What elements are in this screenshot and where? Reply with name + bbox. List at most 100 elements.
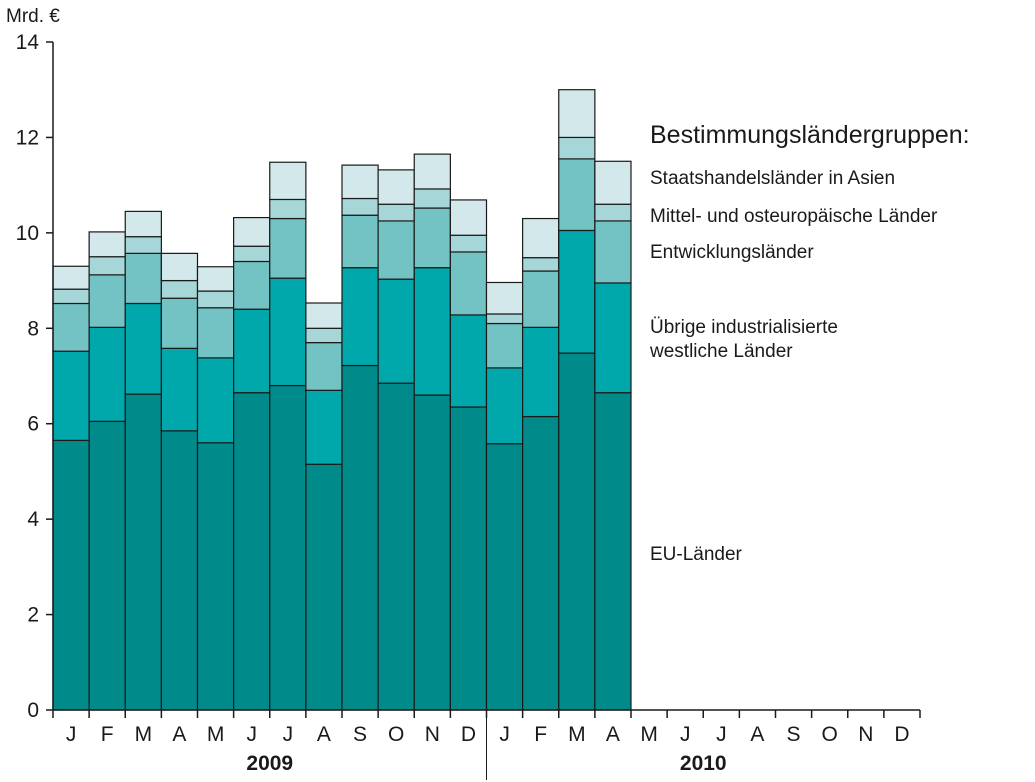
bar-segment [269, 198, 307, 220]
bar-segment [124, 236, 162, 254]
bar-segment [377, 203, 415, 222]
bar-segment [449, 234, 488, 253]
x-tick-label: S [787, 723, 801, 746]
bar-segment [160, 347, 199, 432]
bar-segment [594, 160, 632, 205]
bar-segment [485, 443, 524, 711]
bar-segment [196, 266, 235, 292]
bar-segment [88, 231, 126, 258]
bar-segment [449, 314, 488, 408]
bar-segment [305, 463, 343, 711]
bar-segment [160, 297, 199, 349]
bar-segment [377, 169, 415, 205]
bar-segment [52, 265, 90, 290]
legend-entry: EU-Länder [650, 544, 743, 565]
bar-segment [196, 290, 235, 309]
x-tick-label: D [894, 723, 909, 746]
bar-segment [522, 270, 560, 328]
bar-segment [52, 350, 90, 442]
bar-segment [88, 256, 126, 276]
bar-segment [341, 197, 379, 216]
x-tick-label: O [388, 723, 404, 746]
bar-segment [558, 89, 596, 139]
bar-segment [377, 220, 415, 280]
bar-segment [558, 136, 596, 160]
y-tick-label: 6 [27, 413, 39, 436]
bar-segment [124, 252, 162, 305]
x-tick-label: J [716, 723, 727, 746]
legend-entry: Übrige industrialisierte [650, 317, 838, 338]
bar-segment [522, 326, 560, 418]
y-tick-label: 0 [27, 699, 39, 722]
bar-segment [558, 158, 596, 232]
y-tick-label: 10 [16, 222, 39, 245]
bar-segment [341, 164, 379, 200]
legend-entry: Staatshandelsländer in Asien [650, 168, 895, 189]
bar-segment [449, 199, 488, 236]
x-tick-label: J [283, 723, 294, 746]
bar-segment [305, 327, 343, 344]
x-tick-label: O [822, 723, 838, 746]
bar-segment [269, 217, 307, 279]
bar-segment [160, 252, 199, 282]
legend-entry: Entwicklungsländer [650, 242, 814, 263]
bar-segment [196, 307, 235, 359]
x-tick-label: D [461, 723, 476, 746]
bar-segment [377, 278, 415, 384]
x-tick-label: M [640, 723, 658, 746]
bar-segment [88, 274, 126, 328]
bar-segment [305, 342, 343, 391]
bar-segment [233, 308, 271, 394]
x-tick-label: M [568, 723, 586, 746]
x-tick-label: F [101, 723, 114, 746]
y-tick-label: 12 [16, 126, 39, 149]
bar-segment [88, 420, 126, 711]
bar-segment [341, 214, 379, 269]
bar-segment [52, 288, 90, 305]
bar-segment [485, 313, 524, 325]
y-tick-label: 8 [27, 317, 39, 340]
x-tick-label: F [534, 723, 547, 746]
bar-segment [124, 393, 162, 711]
bar-segment [233, 260, 271, 310]
bar-segment [485, 322, 524, 369]
unit-label: Mrd. € [6, 6, 60, 27]
bar-segment [522, 257, 560, 272]
x-tick-label: M [135, 723, 153, 746]
x-tick-label: A [750, 723, 764, 746]
bar-segment [413, 207, 451, 269]
bar-segment [269, 277, 307, 387]
x-tick-label: J [66, 723, 77, 746]
year-label: 2009 [246, 752, 293, 775]
x-tick-label: J [499, 723, 510, 746]
bar-segment [341, 267, 379, 367]
bar-segment [594, 220, 632, 284]
year-label: 2010 [680, 752, 727, 775]
bar-segment [413, 394, 451, 711]
x-tick-label: N [425, 723, 440, 746]
bar-segment [413, 267, 451, 396]
bar-segment [124, 302, 162, 395]
bar-segment [305, 389, 343, 465]
bar-segment [449, 251, 488, 316]
x-tick-label: S [353, 723, 367, 746]
bar-segment [52, 439, 90, 711]
bar-segment [124, 210, 162, 238]
bars-layer [52, 89, 632, 711]
bar-segment [233, 216, 271, 247]
x-tick-label: A [606, 723, 620, 746]
legend: Staatshandelsländer in Asien Mittel- und … [649, 168, 938, 565]
bar-segment [233, 392, 271, 711]
bar-segment [558, 352, 596, 711]
bar-segment [594, 392, 632, 711]
legend-entry: westliche Länder [649, 341, 793, 362]
bar-segment [594, 203, 632, 222]
y-tick-label: 4 [27, 508, 39, 531]
bar-segment [413, 153, 451, 190]
bar-segment [269, 384, 307, 711]
legend-title: Bestimmungsländergruppen: [650, 121, 970, 149]
bar-segment [558, 229, 596, 354]
bar-segment [485, 367, 524, 445]
